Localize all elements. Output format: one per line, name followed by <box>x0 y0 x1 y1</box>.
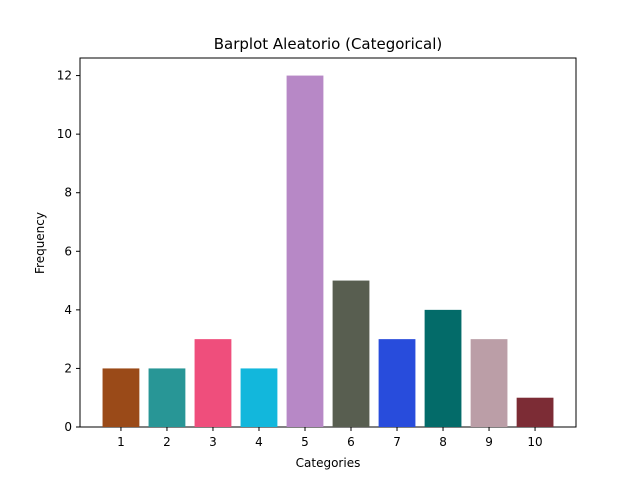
x-axis-label: Categories <box>296 456 361 470</box>
x-tick-label: 2 <box>163 435 171 449</box>
y-axis-ticks: 0 2 4 6 8 10 12 <box>57 69 80 434</box>
y-tick-label: 8 <box>64 186 72 200</box>
x-tick-label: 6 <box>347 435 355 449</box>
y-tick-label: 12 <box>57 69 72 83</box>
bars-group <box>102 75 554 427</box>
bar-6 <box>332 280 370 427</box>
x-tick-label: 4 <box>255 435 263 449</box>
x-axis-ticks: 1 2 3 4 5 6 7 8 9 10 <box>117 427 543 449</box>
bar-7 <box>378 339 416 427</box>
plot-area <box>79 57 577 428</box>
bar-8 <box>424 309 462 427</box>
x-tick-label: 9 <box>485 435 493 449</box>
bar-2 <box>148 368 186 427</box>
y-tick-label: 10 <box>57 127 72 141</box>
bar-10 <box>516 397 554 427</box>
y-axis-label: Frequency <box>33 212 47 274</box>
x-tick-label: 7 <box>393 435 401 449</box>
bar-1 <box>102 368 140 427</box>
x-tick-label: 3 <box>209 435 217 449</box>
chart-title: Barplot Aleatorio (Categorical) <box>214 35 442 53</box>
x-tick-label: 10 <box>527 435 542 449</box>
x-tick-label: 1 <box>117 435 125 449</box>
bar-3 <box>194 339 232 427</box>
y-tick-label: 6 <box>64 244 72 258</box>
x-tick-label: 5 <box>301 435 309 449</box>
axes-frame <box>79 57 577 428</box>
y-tick-label: 4 <box>64 303 72 317</box>
bar-4 <box>240 368 278 427</box>
x-tick-label: 8 <box>439 435 447 449</box>
bar-5 <box>286 75 324 427</box>
y-tick-label: 2 <box>64 361 72 375</box>
bar-9 <box>470 339 508 427</box>
y-tick-label: 0 <box>64 420 72 434</box>
